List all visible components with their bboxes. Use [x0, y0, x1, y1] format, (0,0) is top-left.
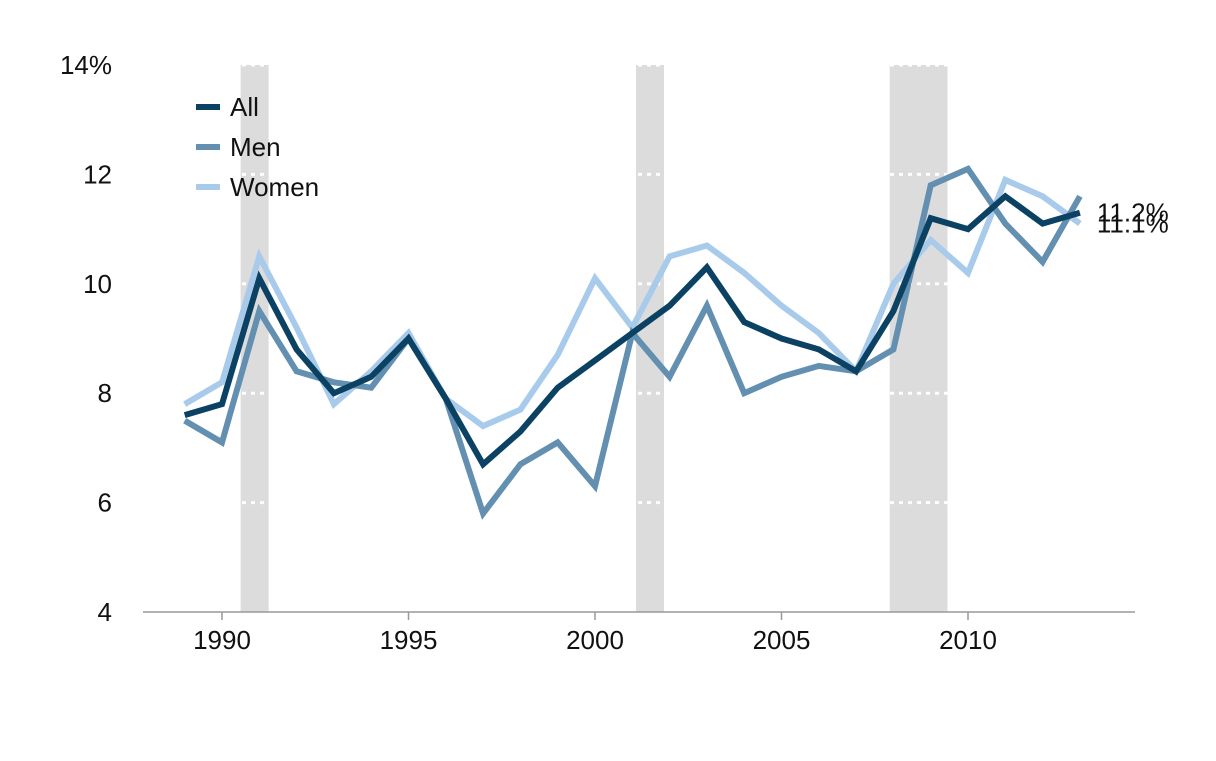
- recession-band-2: [889, 65, 948, 612]
- y-tick-label-12: 12: [83, 159, 112, 189]
- y-tick-label-6: 6: [98, 488, 112, 518]
- legend-label-all: All: [230, 92, 259, 122]
- y-tick-label-8: 8: [98, 378, 112, 408]
- series-lines: [183, 165, 1083, 520]
- x-tick-label-2005: 2005: [753, 625, 811, 655]
- recession-bands: [240, 65, 948, 612]
- legend-label-women: Women: [230, 172, 319, 202]
- end-labels: 11.2%11.1%: [1097, 198, 1169, 239]
- end-label-all: 11.2%: [1097, 198, 1169, 228]
- y-tick-label-14: 14%: [60, 50, 112, 80]
- series-line-all: [183, 192, 1081, 469]
- y-tick-label-10: 10: [83, 269, 112, 299]
- y-tick-label-4: 4: [98, 597, 112, 627]
- recession-band-0: [240, 65, 269, 612]
- x-tick-label-2010: 2010: [939, 625, 997, 655]
- gridlines: [143, 63, 1135, 505]
- series-line-women: [183, 175, 1082, 430]
- y-axis-ticks: 4 6 8 10 12 14%: [60, 50, 112, 627]
- x-tick-label-1990: 1990: [193, 625, 251, 655]
- end-label-women: 11.1%: [1097, 209, 1169, 239]
- x-axis-ticks: 1990 1995 2000 2005 2010: [193, 612, 997, 655]
- x-tick-label-1995: 1995: [380, 625, 438, 655]
- x-tick-label-2000: 2000: [566, 625, 624, 655]
- legend-label-men: Men: [230, 132, 281, 162]
- legend: All Men Women: [196, 92, 319, 202]
